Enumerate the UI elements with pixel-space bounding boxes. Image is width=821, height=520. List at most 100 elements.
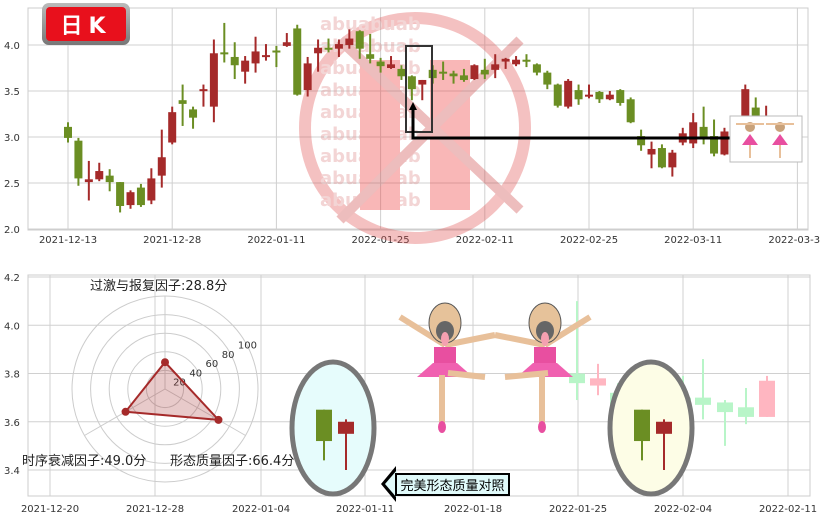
candle-body	[157, 157, 166, 176]
candle-body	[553, 84, 562, 106]
candle-body	[418, 79, 427, 85]
y-tick-label: 2.0	[4, 225, 20, 236]
candle-body	[689, 122, 698, 144]
watermark-glyph	[360, 60, 400, 210]
daily-k-badge: 日K	[42, 3, 130, 45]
candle-body	[324, 47, 333, 50]
dancer-tutu	[772, 134, 788, 145]
dog-arm	[494, 332, 546, 348]
candle-body	[366, 54, 375, 59]
radar-point	[161, 358, 169, 367]
candle-body	[616, 90, 625, 103]
candle-body	[470, 65, 479, 80]
faded-candle-body	[717, 402, 733, 413]
candle-body	[634, 409, 650, 442]
x-tick-label: 2022-02-11	[759, 504, 817, 515]
candle-body	[314, 47, 323, 54]
watermark-sword	[336, 36, 524, 214]
x-tick-label: 2022-02-25	[560, 235, 618, 246]
candle-body	[74, 140, 83, 179]
candle-body	[668, 152, 677, 168]
faded-candle-body	[759, 380, 775, 417]
candle-body	[355, 31, 364, 49]
x-tick-label: 2022-02-11	[456, 235, 514, 246]
x-tick-label: 2022-01-18	[444, 504, 502, 515]
candle-body	[376, 61, 385, 67]
candle-body	[522, 59, 531, 62]
dog-muzzle	[536, 321, 554, 341]
candle-body	[209, 53, 218, 107]
dancing-dog-illustration	[494, 302, 592, 433]
candle-body	[199, 89, 208, 92]
candle-body	[241, 60, 250, 72]
candle-body	[543, 72, 552, 85]
candle-body	[459, 75, 468, 80]
candle-body	[189, 109, 198, 118]
candle-body	[84, 179, 93, 183]
radar-area	[123, 360, 221, 422]
y-tick-label: 3.8	[4, 370, 20, 381]
highlight-ellipse	[289, 359, 377, 497]
daily-kline-chart: 2.0 2.5 3.0 3.5 4.0 2021-12-13 2021-12-28 2022-…	[4, 7, 821, 246]
radar-axis-label: 过激与报复因子:28.8分	[90, 279, 227, 294]
candle-body	[710, 136, 719, 154]
candle-body	[574, 90, 583, 100]
pattern-quality-chart: 3.4 3.6 3.8 4.0 4.2 2021-12-20 2021-12-28 2022-…	[4, 273, 817, 515]
dog-slipper	[538, 421, 546, 433]
watermark-logo: abuabuababuabuababuabuababuabuababuabuab…	[299, 12, 531, 244]
candle-body	[491, 64, 500, 70]
watermark-text: abuabuab	[320, 190, 421, 211]
dog-leg	[447, 370, 486, 380]
candle-body	[303, 63, 312, 91]
x-tick-label: 2022-01-11	[336, 504, 394, 515]
pattern-highlight-box	[405, 45, 433, 133]
watermark-text: abuabuab	[320, 14, 421, 35]
candle-body	[116, 182, 125, 206]
candle-body	[316, 409, 332, 442]
candle-body	[657, 148, 666, 168]
watermark-glyph	[430, 60, 470, 210]
candle-body	[251, 51, 260, 64]
badge-label: 日K	[46, 7, 126, 41]
dog-muzzle	[436, 321, 454, 341]
y-tick-label: 4.2	[4, 273, 20, 284]
candle-body	[564, 80, 573, 107]
x-tick-label: 2021-12-20	[21, 504, 79, 515]
dancer-tutu	[742, 134, 758, 145]
radar-tick-label: 60	[206, 359, 219, 370]
candle-body	[532, 64, 541, 73]
candle-body	[397, 68, 406, 77]
y-tick-label: 3.4	[4, 466, 20, 477]
candle-body	[338, 421, 354, 434]
radar-spoke	[164, 388, 246, 436]
highlight-ellipse	[607, 359, 695, 497]
candle-body	[637, 136, 646, 146]
candle-body	[501, 58, 510, 62]
candle-body	[345, 38, 354, 45]
x-tick-label: 2022-03-31	[768, 235, 821, 246]
candle-body	[95, 171, 104, 180]
radar-axis-label: 形态质量因子:66.4分	[170, 454, 294, 469]
x-tick-label: 2022-01-04	[232, 504, 290, 515]
candle-body	[136, 187, 145, 206]
radar-tick-label: 20	[173, 378, 186, 389]
watermark-text: abuabuab	[320, 168, 421, 189]
watermark-sword	[336, 36, 524, 224]
pattern-link-line	[411, 108, 730, 140]
candle-body	[699, 126, 708, 138]
candle-body	[407, 76, 416, 90]
dog-slipper	[438, 421, 446, 433]
radar-point	[214, 415, 223, 424]
watermark-text: abuabuab	[320, 58, 421, 79]
x-tick-label: 2021-12-13	[39, 235, 97, 246]
candle-body	[105, 175, 114, 183]
x-tick-label: 2022-03-11	[664, 235, 722, 246]
candle-body	[439, 71, 448, 74]
candle-body	[656, 421, 672, 434]
candle-body	[585, 94, 593, 97]
radar-point	[121, 407, 130, 416]
arrow-up-icon	[409, 102, 417, 110]
watermark-text: abuabuab	[320, 102, 421, 123]
watermark-circle	[299, 12, 531, 244]
